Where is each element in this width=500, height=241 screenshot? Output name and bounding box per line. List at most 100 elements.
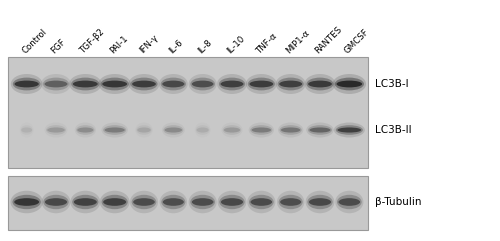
Ellipse shape [280, 198, 301, 206]
Ellipse shape [306, 191, 334, 213]
Ellipse shape [100, 191, 130, 213]
Text: RANTES: RANTES [314, 24, 344, 55]
Ellipse shape [12, 195, 41, 209]
Ellipse shape [133, 198, 155, 206]
Ellipse shape [306, 78, 334, 90]
Text: Control: Control [20, 27, 48, 55]
Ellipse shape [77, 127, 94, 133]
Ellipse shape [280, 125, 302, 135]
Ellipse shape [138, 127, 150, 133]
Ellipse shape [163, 198, 184, 206]
Text: TGF-β2: TGF-β2 [79, 27, 108, 55]
Ellipse shape [279, 80, 302, 87]
Bar [8, 176, 368, 230]
Ellipse shape [43, 78, 69, 90]
Ellipse shape [281, 127, 300, 133]
Ellipse shape [277, 191, 304, 213]
Ellipse shape [248, 191, 276, 213]
Ellipse shape [250, 198, 272, 206]
Text: PAI-1: PAI-1 [108, 33, 130, 55]
Ellipse shape [14, 198, 39, 206]
Ellipse shape [132, 80, 156, 87]
Ellipse shape [308, 125, 332, 135]
Text: FGF: FGF [50, 37, 68, 55]
Ellipse shape [304, 74, 336, 94]
Ellipse shape [132, 195, 156, 209]
Ellipse shape [74, 198, 97, 206]
Ellipse shape [98, 74, 131, 94]
Ellipse shape [102, 80, 127, 87]
Ellipse shape [103, 198, 126, 206]
Text: IL-6: IL-6 [167, 38, 184, 55]
Ellipse shape [11, 74, 42, 94]
Ellipse shape [70, 191, 101, 213]
Ellipse shape [47, 127, 65, 133]
Ellipse shape [128, 74, 160, 94]
Text: MIP1-α: MIP1-α [284, 28, 312, 55]
Ellipse shape [130, 78, 158, 90]
Ellipse shape [188, 191, 216, 213]
Ellipse shape [73, 80, 98, 87]
Ellipse shape [220, 80, 244, 87]
Ellipse shape [13, 78, 40, 90]
Ellipse shape [250, 125, 272, 135]
Ellipse shape [334, 122, 365, 138]
Ellipse shape [250, 80, 273, 87]
Text: β-Tubulin: β-Tubulin [375, 197, 422, 207]
Text: TNF-α: TNF-α [255, 31, 280, 55]
Ellipse shape [192, 198, 214, 206]
Ellipse shape [72, 195, 99, 209]
Ellipse shape [306, 122, 334, 138]
Text: IFN-γ: IFN-γ [138, 33, 160, 55]
Ellipse shape [308, 80, 332, 87]
Ellipse shape [338, 198, 360, 206]
Ellipse shape [249, 195, 274, 209]
Ellipse shape [224, 127, 240, 133]
Text: IL-8: IL-8 [196, 38, 214, 55]
Text: LC3B-II: LC3B-II [375, 125, 412, 135]
Ellipse shape [336, 80, 362, 87]
Ellipse shape [130, 191, 158, 213]
Ellipse shape [69, 74, 102, 94]
Ellipse shape [10, 191, 43, 213]
Ellipse shape [71, 78, 100, 90]
Ellipse shape [310, 127, 330, 133]
Ellipse shape [223, 125, 241, 135]
Ellipse shape [219, 78, 245, 90]
Ellipse shape [278, 195, 302, 209]
Ellipse shape [278, 122, 303, 138]
Text: IL-10: IL-10 [226, 33, 247, 55]
Ellipse shape [44, 195, 68, 209]
Ellipse shape [136, 125, 152, 135]
Ellipse shape [246, 74, 277, 94]
Ellipse shape [162, 80, 184, 87]
Ellipse shape [162, 195, 186, 209]
Ellipse shape [76, 125, 94, 135]
Ellipse shape [44, 80, 68, 87]
Ellipse shape [188, 74, 216, 94]
Ellipse shape [160, 78, 186, 90]
Ellipse shape [276, 74, 306, 94]
Ellipse shape [338, 127, 361, 133]
Ellipse shape [102, 122, 128, 138]
Ellipse shape [334, 78, 364, 90]
Ellipse shape [220, 195, 244, 209]
Ellipse shape [248, 122, 274, 138]
Ellipse shape [104, 127, 125, 133]
Ellipse shape [252, 127, 271, 133]
Ellipse shape [218, 191, 246, 213]
Text: GMCSF: GMCSF [343, 27, 371, 55]
Ellipse shape [309, 198, 331, 206]
Ellipse shape [159, 74, 188, 94]
Text: LC3B-I: LC3B-I [375, 79, 408, 89]
Ellipse shape [196, 127, 208, 133]
Ellipse shape [46, 125, 66, 135]
Ellipse shape [100, 78, 129, 90]
Ellipse shape [190, 78, 215, 90]
Ellipse shape [308, 195, 332, 209]
Bar [8, 57, 368, 168]
Ellipse shape [41, 74, 71, 94]
Ellipse shape [160, 191, 187, 213]
Ellipse shape [164, 127, 182, 133]
Ellipse shape [217, 74, 247, 94]
